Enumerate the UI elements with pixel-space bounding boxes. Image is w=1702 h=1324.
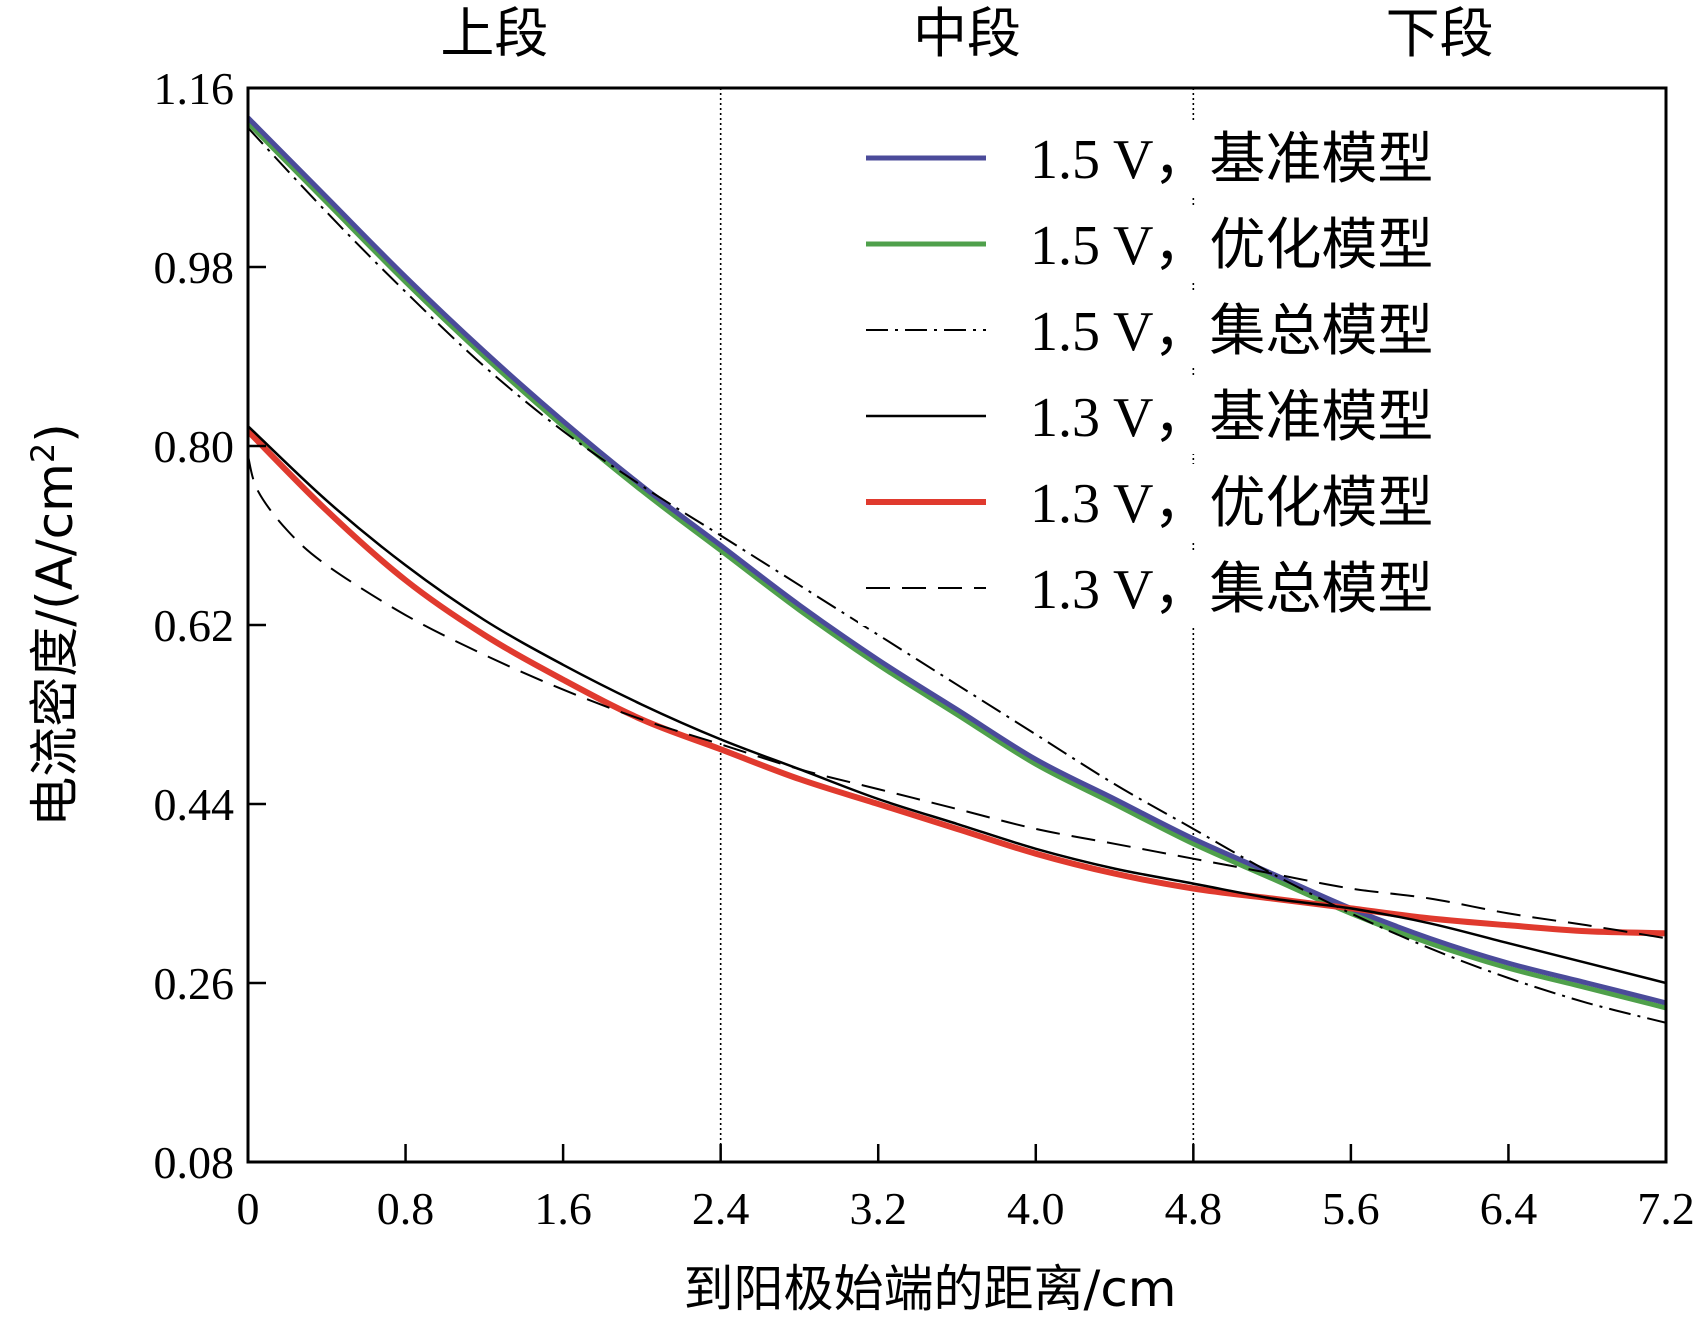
x-tick-label: 2.4 (692, 1183, 750, 1234)
y-axis-title-close: ) (26, 423, 84, 443)
y-tick-label: 0.08 (154, 1137, 235, 1188)
y-tick-label: 0.26 (154, 958, 235, 1009)
y-axis-title-superscript: 2 (24, 443, 62, 463)
y-tick-label: 0.62 (154, 600, 235, 651)
y-tick-label: 1.16 (154, 63, 235, 114)
x-tick-label: 3.2 (849, 1183, 907, 1234)
region-label-0: 上段 (440, 2, 548, 65)
x-tick-label: 5.6 (1322, 1183, 1380, 1234)
y-axis-title-main: 电流密度/(A/cm (26, 463, 84, 827)
legend-label-3: 1.3 V，基准模型 (1030, 387, 1433, 449)
y-tick-label: 0.80 (154, 421, 235, 472)
legend-label-5: 1.3 V，集总模型 (1030, 559, 1433, 621)
x-tick-label: 0 (237, 1183, 260, 1234)
x-tick-label: 6.4 (1480, 1183, 1538, 1234)
series-line-5 (248, 455, 1666, 940)
legend: 1.5 V，基准模型 1.5 V，优化模型 1.5 V，集总模型 1.3 V，基准模型… (858, 120, 1498, 626)
legend-label-4: 1.3 V，优化模型 (1030, 473, 1433, 535)
series-line-0 (248, 116, 1666, 1006)
legend-bg (858, 550, 1498, 626)
y-tick-label: 0.98 (154, 242, 235, 293)
y-axis-title: 电流密度/(A/cm2) (24, 423, 84, 826)
axis-ticks: 0 0.8 1.6 2.4 3.2 4.0 4.8 5.6 6.4 7.2 0.08 0.26 0.44… (154, 63, 1695, 1234)
legend-label-1: 1.5 V，优化模型 (1030, 215, 1433, 277)
x-axis-title: 到阳极始端的距离/cm (683, 1260, 1176, 1318)
x-tick-label: 1.6 (534, 1183, 592, 1234)
series-line-2 (248, 127, 1666, 1024)
legend-label-0: 1.5 V，基准模型 (1030, 129, 1433, 191)
series-layer (248, 116, 1666, 1024)
x-tick-label: 4.0 (1007, 1183, 1065, 1234)
x-tick-label: 7.2 (1637, 1183, 1695, 1234)
y-tick-label: 0.44 (154, 779, 235, 830)
series-line-3 (248, 425, 1666, 985)
series-line-1 (248, 121, 1666, 1011)
x-tick-label: 0.8 (377, 1183, 435, 1234)
region-labels: 上段 中段 下段 (440, 2, 1493, 65)
series-line-4 (248, 428, 1666, 937)
x-tick-label: 4.8 (1165, 1183, 1223, 1234)
region-label-1: 中段 (913, 2, 1021, 65)
region-label-2: 下段 (1386, 2, 1494, 65)
legend-label-2: 1.5 V，集总模型 (1030, 301, 1433, 363)
